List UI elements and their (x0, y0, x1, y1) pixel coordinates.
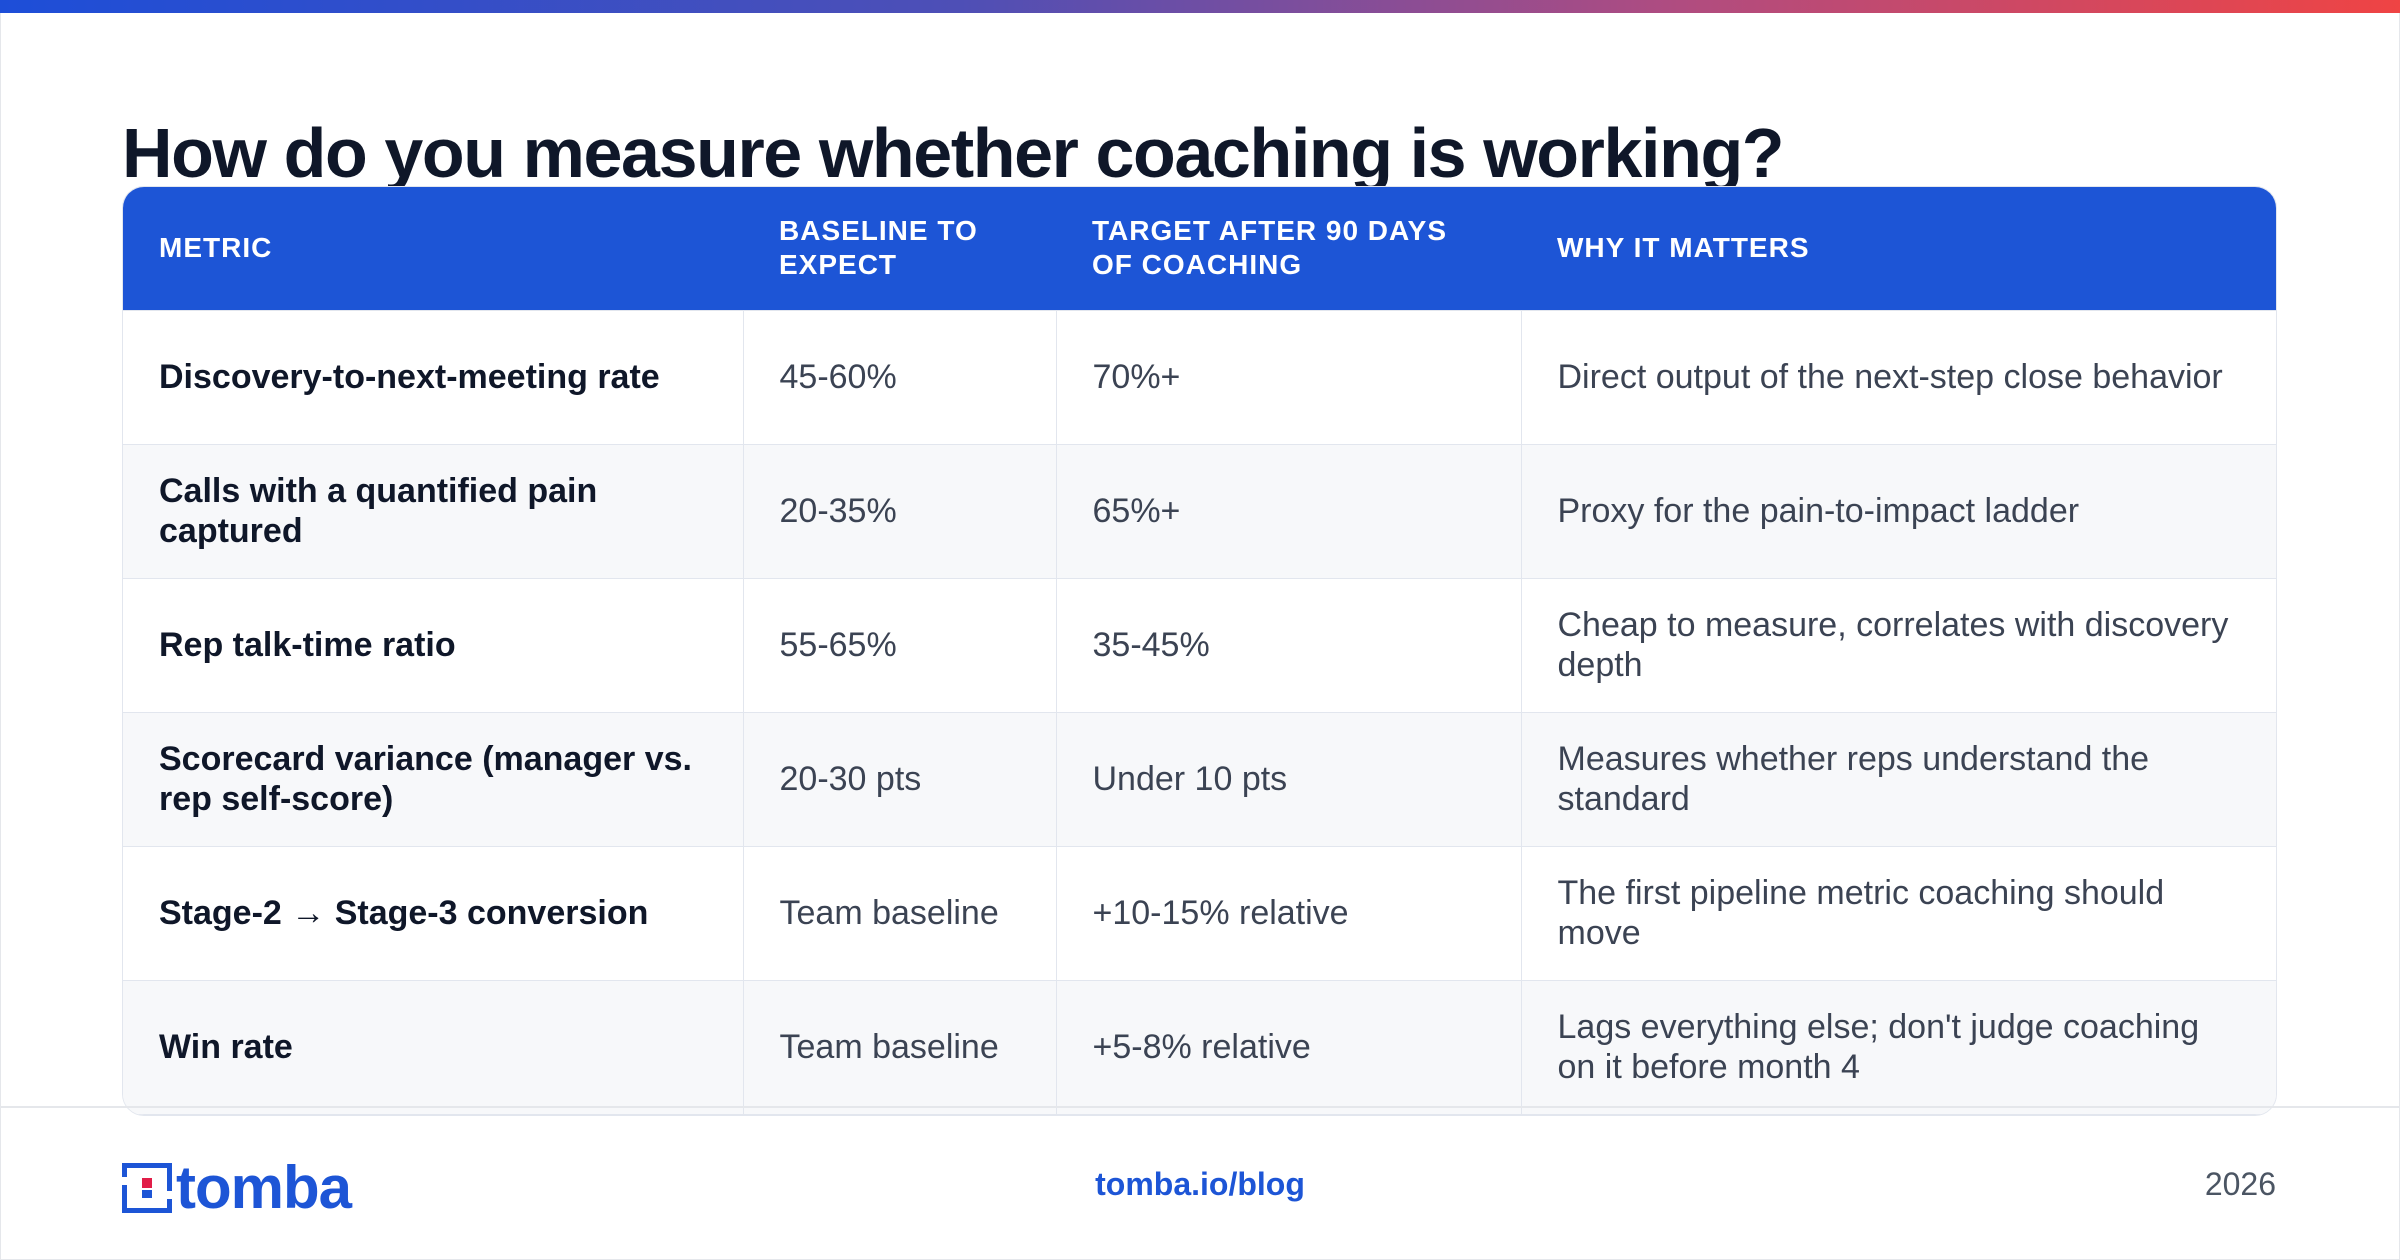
table-row: Win rate Team baseline +5-8% relative La… (123, 979, 2276, 1114)
tomba-logo-text: tomba (176, 1154, 352, 1221)
metric-cell: Discovery-to-next-meeting rate (123, 309, 744, 444)
table-header-row: METRIC BASELINE TO EXPECT TARGET AFTER 9… (123, 187, 2276, 310)
table-row-spacer (123, 1113, 2276, 1115)
table-row: Calls with a quantified pain captured 20… (123, 443, 2276, 578)
tomba-logo-mark-icon (122, 1163, 172, 1213)
column-header-why: WHY IT MATTERS (1557, 232, 1810, 264)
baseline-cell: 55-65% (743, 577, 1057, 712)
baseline-cell: 20-30 pts (743, 711, 1057, 846)
table-row: Rep talk-time ratio 55-65% 35-45% Cheap … (123, 577, 2276, 712)
table-row: Stage-2 → Stage-3 conversion Team baseli… (123, 845, 2276, 980)
metric-cell: Calls with a quantified pain captured (123, 443, 744, 578)
metric-cell: Win rate (123, 979, 744, 1114)
footer-url-link[interactable]: tomba.io/blog (1095, 1166, 1305, 1202)
metrics-table-card: METRIC BASELINE TO EXPECT TARGET AFTER 9… (122, 186, 2277, 1116)
column-header-metric: METRIC (159, 232, 273, 264)
why-cell: Proxy for the pain-to-impact ladder (1521, 443, 2276, 578)
metrics-table: METRIC BASELINE TO EXPECT TARGET AFTER 9… (123, 187, 2276, 1115)
footer-year: 2026 (2204, 1166, 2276, 1202)
why-cell: Measures whether reps understand the sta… (1521, 711, 2276, 846)
metric-cell: Scorecard variance (manager vs. rep self… (123, 711, 744, 846)
target-cell: Under 10 pts (1056, 711, 1522, 846)
metric-cell: Stage-2 → Stage-3 conversion (123, 845, 744, 980)
column-header-target: TARGET AFTER 90 DAYS OF COACHING (1092, 215, 1448, 281)
baseline-cell: Team baseline (743, 979, 1057, 1114)
target-cell: +5-8% relative (1056, 979, 1522, 1114)
baseline-cell: 20-35% (743, 443, 1057, 578)
why-cell: Cheap to measure, correlates with discov… (1521, 577, 2276, 712)
target-cell: 35-45% (1056, 577, 1522, 712)
top-gradient-bar (0, 0, 2400, 13)
why-cell: Direct output of the next-step close beh… (1521, 309, 2276, 444)
baseline-cell: 45-60% (743, 309, 1057, 444)
footer-divider (0, 1106, 2400, 1108)
why-cell: The first pipeline metric coaching shoul… (1521, 845, 2276, 980)
baseline-cell: Team baseline (743, 845, 1057, 980)
target-cell: 65%+ (1056, 443, 1522, 578)
column-header-baseline: BASELINE TO EXPECT (779, 215, 978, 281)
table-row: Scorecard variance (manager vs. rep self… (123, 711, 2276, 846)
target-cell: +10-15% relative (1056, 845, 1522, 980)
page-title: How do you measure whether coaching is w… (122, 114, 1785, 192)
tomba-logo: tomba (122, 1154, 352, 1221)
why-cell: Lags everything else; don't judge coachi… (1521, 979, 2276, 1114)
metric-cell: Rep talk-time ratio (123, 577, 744, 712)
target-cell: 70%+ (1056, 309, 1522, 444)
table-row: Discovery-to-next-meeting rate 45-60% 70… (123, 309, 2276, 444)
